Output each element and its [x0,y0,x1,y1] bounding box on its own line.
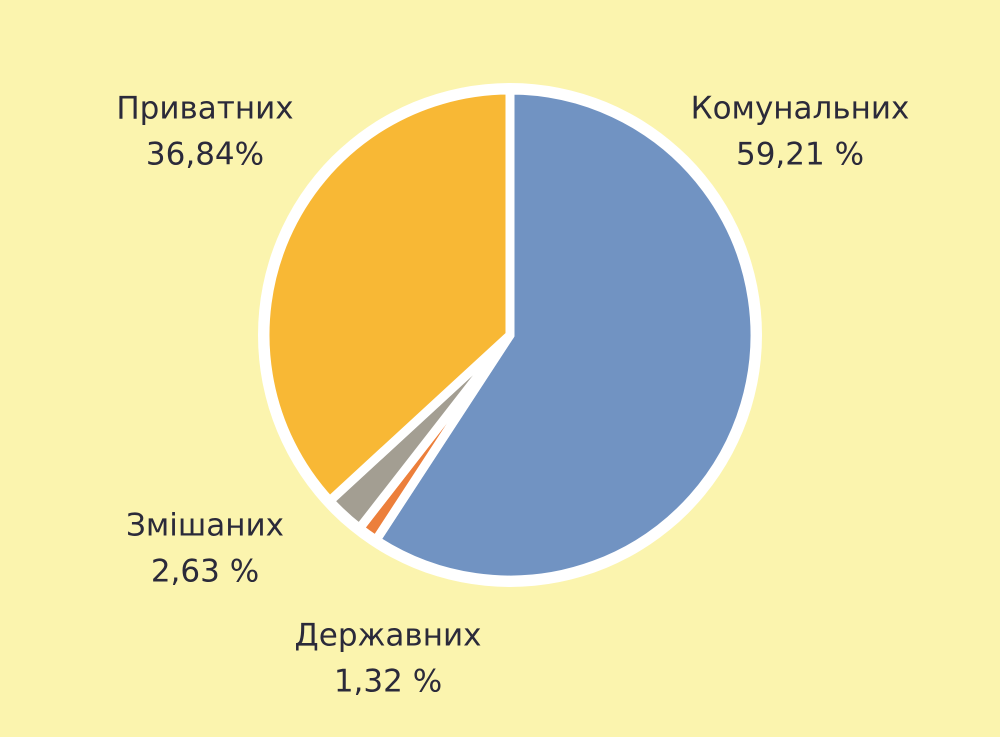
slice-value-label: 1,32 % [334,664,442,700]
slice-label: Змішаних [126,508,284,544]
slice-value-label: 2,63 % [151,554,259,590]
slice-label: Комунальних [691,91,910,127]
pie-slice [371,85,760,585]
slice-value-label: 59,21 % [736,137,864,173]
slice-value-label: 36,84% [146,137,264,173]
slice-label: Державних [295,618,482,654]
slice-label: Приватних [116,91,293,127]
pie-slice [260,85,515,506]
